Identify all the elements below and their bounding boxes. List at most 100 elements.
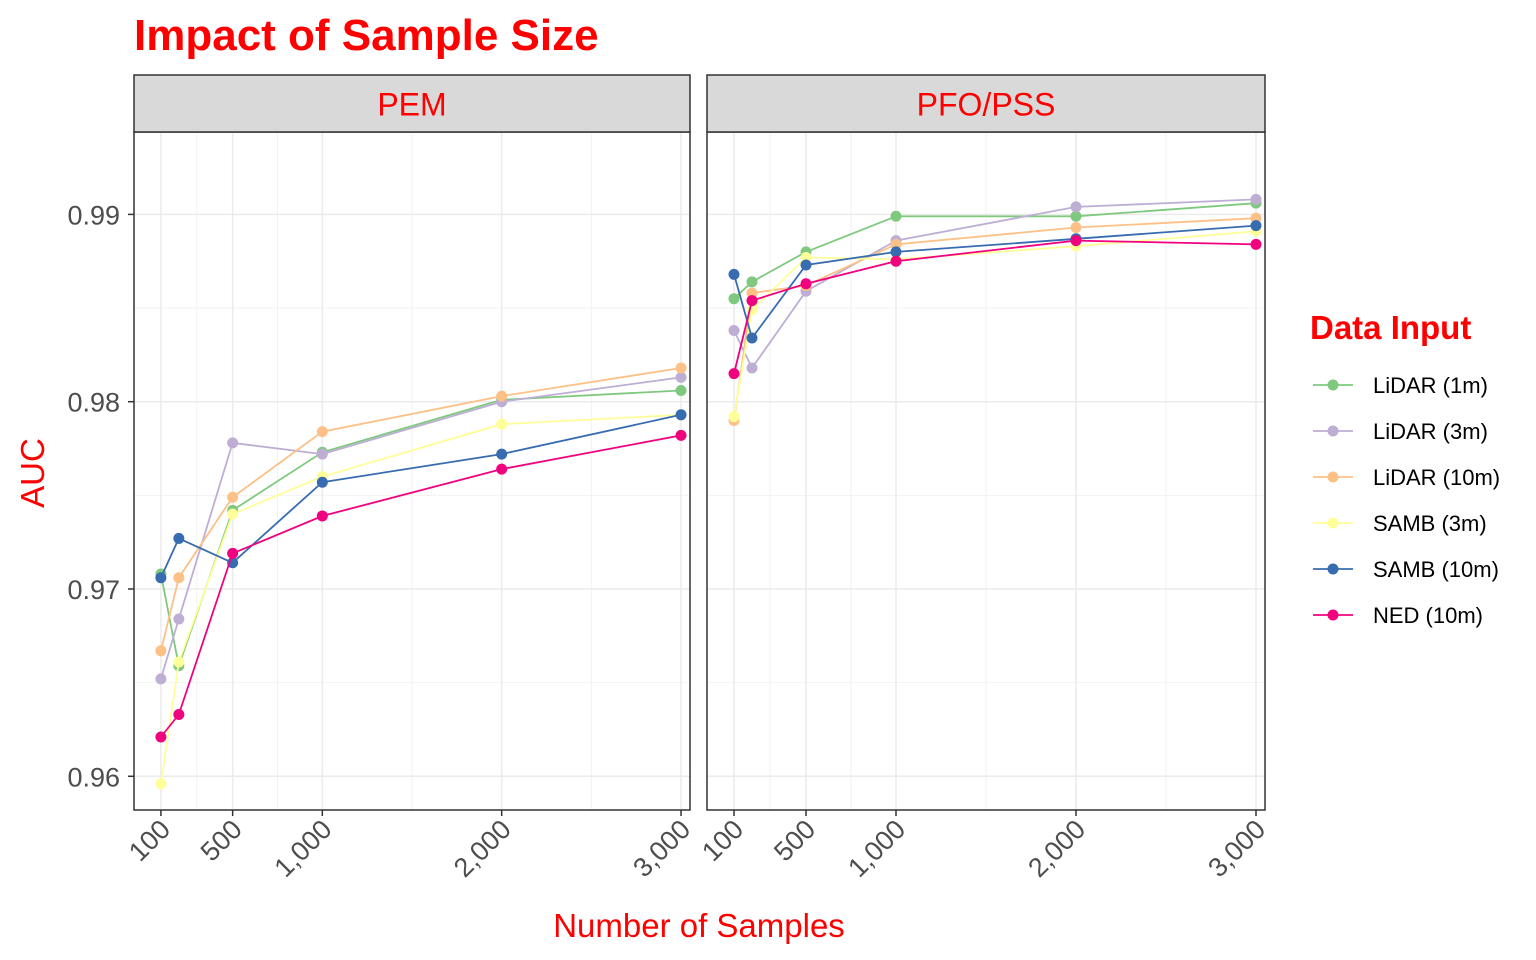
legend-title: Data Input [1310, 309, 1471, 346]
data-point-lidar-10m [155, 645, 167, 657]
legend-label: NED (10m) [1373, 603, 1483, 628]
panel-pfo-pss: PFO/PSS 100 500 1,000 2,000 3,000 [696, 74, 1271, 883]
legend-item-ned-10m: NED (10m) [1313, 603, 1483, 628]
legend-key-point [1327, 471, 1339, 483]
series-line-lidar-3m [160, 376, 682, 680]
data-point-samb-3m [155, 778, 167, 790]
y-tick-label: 0.96 [67, 762, 120, 792]
legend: Data Input LiDAR (1m) LiDAR (3m) LiDAR (10… [1310, 309, 1500, 628]
facet-strip [706, 74, 1266, 133]
data-point-samb-3m [496, 418, 508, 430]
legend-item-samb-3m: SAMB (3m) [1313, 511, 1487, 536]
data-point-lidar-10m [316, 426, 328, 438]
legend-item-samb-10m: SAMB (10m) [1313, 557, 1499, 582]
x-tick-label: 3,000 [627, 814, 696, 883]
data-point-lidar-10m [675, 362, 687, 374]
facet-strip [133, 74, 691, 133]
data-point-ned-10m [173, 708, 185, 720]
data-point-ned-10m [728, 368, 740, 380]
data-point-lidar-3m [675, 371, 687, 383]
data-point-samb-10m [1250, 220, 1262, 232]
series-line-samb-3m [160, 413, 682, 784]
data-point-samb-10m [155, 572, 167, 584]
data-point-samb-10m [496, 448, 508, 460]
data-point-lidar-3m [155, 673, 167, 685]
legend-key-point [1327, 425, 1339, 437]
y-axis-label: AUC [14, 438, 51, 508]
legend-label: LiDAR (1m) [1373, 373, 1488, 398]
data-point-samb-10m [890, 246, 902, 258]
data-point-samb-10m [728, 268, 740, 280]
series-line-samb-10m [733, 224, 1257, 341]
data-point-lidar-1m [746, 276, 758, 288]
data-point-ned-10m [890, 255, 902, 267]
y-tick-label: 0.97 [67, 575, 120, 605]
data-point-lidar-1m [890, 210, 902, 222]
legend-key-point [1327, 563, 1339, 575]
x-tick-label: 2,000 [1022, 814, 1091, 883]
data-point-lidar-10m [227, 491, 239, 503]
series-line-lidar-10m [160, 367, 682, 652]
data-point-ned-10m [227, 547, 239, 559]
facet-label: PEM [377, 87, 446, 123]
data-point-lidar-3m [316, 448, 328, 460]
y-tick-label: 0.99 [67, 200, 120, 230]
data-point-lidar-3m [227, 437, 239, 449]
x-tick-label: 100 [123, 814, 176, 867]
legend-label: LiDAR (3m) [1373, 419, 1488, 444]
legend-label: SAMB (3m) [1373, 511, 1487, 536]
data-point-lidar-1m [675, 384, 687, 396]
data-point-lidar-3m [1070, 201, 1082, 213]
data-point-samb-10m [800, 259, 812, 271]
legend-label: LiDAR (10m) [1373, 465, 1500, 490]
legend-item-lidar-1m: LiDAR (1m) [1313, 373, 1488, 398]
data-point-samb-10m [316, 476, 328, 488]
x-tick-label: 500 [195, 814, 248, 867]
x-tick-label: 2,000 [448, 814, 517, 883]
y-tick-label: 0.98 [67, 388, 120, 418]
x-tick-label: 1,000 [842, 814, 911, 883]
x-tick-label: 1,000 [269, 814, 338, 883]
data-point-ned-10m [1250, 238, 1262, 250]
data-point-lidar-3m [173, 613, 185, 625]
data-point-ned-10m [675, 429, 687, 441]
data-point-ned-10m [800, 278, 812, 290]
data-point-lidar-10m [173, 572, 185, 584]
legend-key-point [1327, 517, 1339, 529]
data-point-samb-3m [227, 508, 239, 520]
data-point-ned-10m [316, 510, 328, 522]
x-tick-label: 500 [768, 814, 821, 867]
x-axis-label: Number of Samples [553, 907, 845, 944]
data-point-ned-10m [496, 463, 508, 475]
data-point-samb-10m [173, 532, 185, 544]
x-tick-label: 100 [696, 814, 749, 867]
series-line-samb-10m [160, 413, 682, 579]
legend-item-lidar-3m: LiDAR (3m) [1313, 419, 1488, 444]
data-point-lidar-1m [728, 293, 740, 305]
data-point-lidar-1m [1070, 210, 1082, 222]
legend-label: SAMB (10m) [1373, 557, 1499, 582]
data-point-ned-10m [746, 295, 758, 307]
data-point-samb-10m [746, 332, 758, 344]
legend-key-point [1327, 609, 1339, 621]
facet-label: PFO/PSS [917, 87, 1056, 123]
x-tick-label: 3,000 [1202, 814, 1271, 883]
data-point-samb-10m [675, 409, 687, 421]
data-point-lidar-10m [1070, 222, 1082, 234]
chart-title: Impact of Sample Size [134, 11, 599, 60]
legend-key-point [1327, 379, 1339, 391]
data-point-samb-3m [173, 656, 185, 668]
data-point-ned-10m [1070, 235, 1082, 247]
data-point-samb-3m [728, 411, 740, 423]
data-point-lidar-10m [496, 390, 508, 402]
data-point-ned-10m [155, 731, 167, 743]
facet-panels: PEM 100 500 1,000 2,000 3,000 PFO/PSS 100 500 1,0… [123, 74, 1271, 883]
y-axis-ticks: 0.96 0.97 0.98 0.99 [67, 200, 134, 792]
data-point-lidar-3m [728, 325, 740, 337]
panel-pem: PEM 100 500 1,000 2,000 3,000 [123, 74, 696, 883]
legend-item-lidar-10m: LiDAR (10m) [1313, 465, 1500, 490]
series-line-ned-10m [733, 239, 1257, 374]
data-point-lidar-3m [1250, 193, 1262, 205]
data-point-lidar-3m [746, 362, 758, 374]
